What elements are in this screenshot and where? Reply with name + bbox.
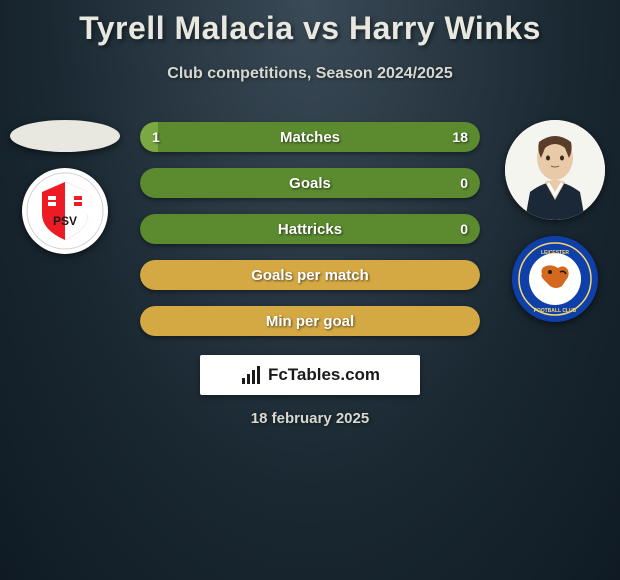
stat-label: Hattricks xyxy=(278,221,342,238)
stat-bar: 1 Matches 18 xyxy=(140,122,480,152)
stat-label: Matches xyxy=(280,129,340,146)
page-title: Tyrell Malacia vs Harry Winks xyxy=(0,0,620,47)
stats-container: 1 Matches 18 Goals 0 Hattricks 0 Goals per matc… xyxy=(140,122,480,352)
stat-value-right: 0 xyxy=(460,221,468,237)
leicester-badge-icon: LEICESTER FOOTBALL CLUB xyxy=(512,236,598,322)
left-player-column: PSV xyxy=(10,120,120,254)
right-player-avatar xyxy=(505,120,605,220)
stat-bar: Goals 0 xyxy=(140,168,480,198)
watermark-text: FcTables.com xyxy=(268,365,380,385)
stat-value-left: 1 xyxy=(152,129,160,145)
right-player-column: LEICESTER FOOTBALL CLUB xyxy=(500,120,610,322)
stat-value-right: 18 xyxy=(452,129,468,145)
stat-label: Min per goal xyxy=(266,313,354,330)
left-player-avatar-placeholder xyxy=(10,120,120,152)
watermark: FcTables.com xyxy=(200,355,420,395)
svg-text:LEICESTER: LEICESTER xyxy=(541,250,569,256)
chart-icon xyxy=(240,364,262,386)
stat-label: Goals xyxy=(289,175,331,192)
stat-value-right: 0 xyxy=(460,175,468,191)
stat-bar: Hattricks 0 xyxy=(140,214,480,244)
date-text: 18 february 2025 xyxy=(0,410,620,427)
psv-badge-icon: PSV xyxy=(22,168,108,254)
page-subtitle: Club competitions, Season 2024/2025 xyxy=(0,65,620,83)
svg-text:PSV: PSV xyxy=(53,214,77,228)
stat-bar: Min per goal xyxy=(140,306,480,336)
stat-label: Goals per match xyxy=(251,267,369,284)
svg-text:FOOTBALL CLUB: FOOTBALL CLUB xyxy=(534,308,577,314)
stat-bar: Goals per match xyxy=(140,260,480,290)
